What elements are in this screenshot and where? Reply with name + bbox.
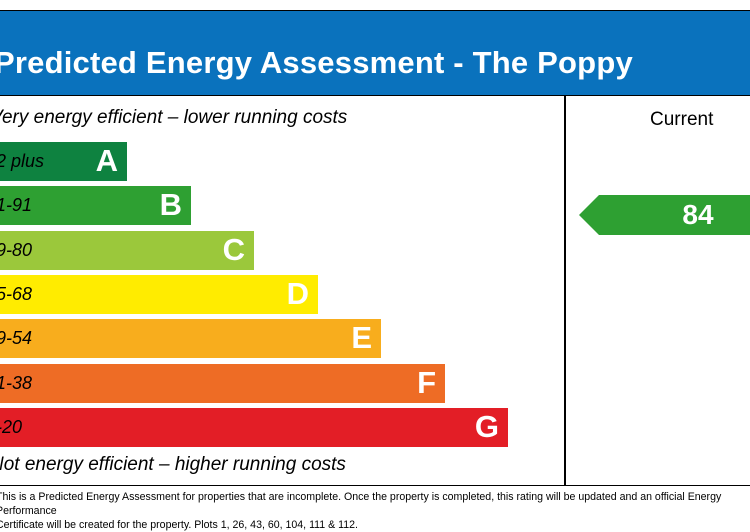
band-range-label: 69-80 (0, 239, 33, 260)
current-rating-value: 84 (682, 199, 714, 230)
band-b: 81-91 B (0, 186, 191, 226)
column-divider (564, 95, 566, 485)
band-c: 69-80 C (0, 230, 254, 270)
band-letter: E (351, 320, 372, 356)
band-f: 21-38 F (0, 363, 445, 403)
band-range-label: 39-54 (0, 328, 33, 349)
band-letter: B (159, 187, 182, 223)
band-d: 55-68 D (0, 274, 318, 314)
band-range-label: 1-20 (0, 416, 23, 437)
band-g: 1-20 G (0, 407, 508, 447)
page-title: Predicted Energy Assessment - The Poppy (0, 45, 633, 80)
band-range-label: 55-68 (0, 283, 33, 304)
footnote: This is a Predicted Energy Assessment fo… (0, 490, 750, 532)
footnote-line-1: This is a Predicted Energy Assessment fo… (0, 491, 722, 517)
footnote-line-2: Certificate will be created for the prop… (0, 519, 358, 531)
band-e: 39-54 E (0, 319, 381, 359)
band-range-label: 92 plus (0, 151, 45, 171)
inefficient-caption: Not energy efficient – higher running co… (0, 454, 346, 475)
footer-rule (0, 485, 750, 486)
title-banner: Predicted Energy Assessment - The Poppy (0, 10, 750, 96)
band-letter: C (222, 231, 245, 267)
band-letter: D (286, 275, 309, 311)
current-column-label: Current (650, 109, 714, 130)
band-a: 92 plus A (0, 142, 127, 181)
efficient-caption: Very energy efficient – lower running co… (0, 107, 348, 128)
band-range-label: 81-91 (0, 195, 33, 216)
band-letter: G (474, 408, 499, 444)
current-rating-arrow (579, 195, 750, 235)
band-range-label: 21-38 (0, 372, 33, 393)
band-letter: A (95, 143, 118, 178)
band-letter: F (417, 364, 436, 400)
